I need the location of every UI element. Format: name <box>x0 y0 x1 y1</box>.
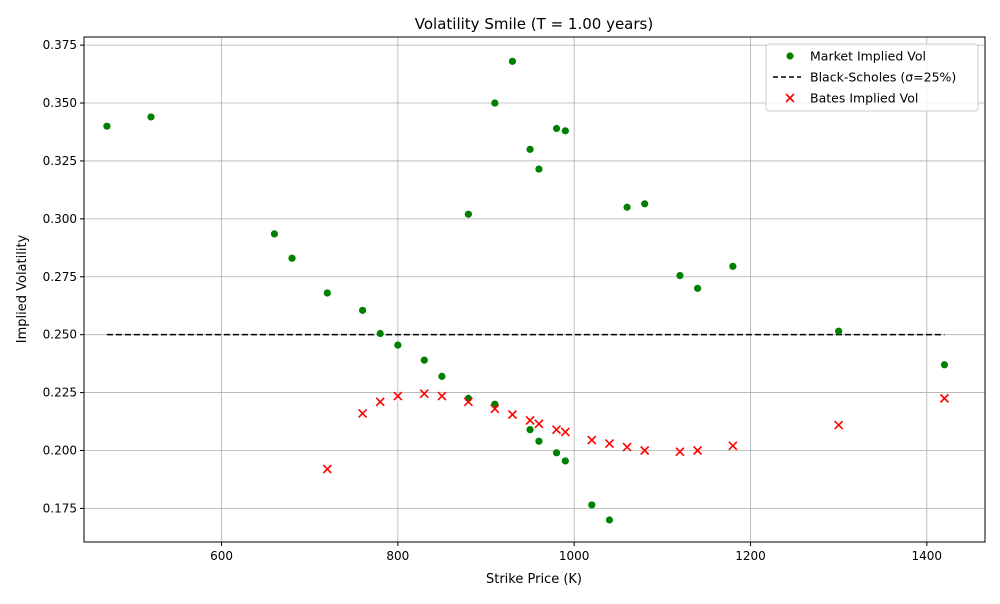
market-vol-point <box>464 210 472 218</box>
bates-vol-point <box>693 445 703 456</box>
bates-vol-point <box>358 408 368 418</box>
market-vol-point <box>526 145 534 153</box>
market-vol-point <box>491 99 499 107</box>
y-tick-label: 0.200 <box>43 443 77 457</box>
market-vol-point <box>376 329 384 338</box>
market-vol-point <box>561 457 569 465</box>
bates-vol-point <box>560 427 570 437</box>
bates-vol-point <box>675 447 685 457</box>
market-vol-point <box>623 203 631 211</box>
market-vol-point <box>605 516 614 524</box>
bates-vol-point <box>393 391 403 401</box>
market-vol-point <box>552 124 561 133</box>
bates-vol-point <box>728 441 738 451</box>
bates-vol-point <box>375 397 385 407</box>
market-vol-point <box>323 289 331 297</box>
market-vol-point <box>288 254 296 262</box>
market-vol-point <box>438 372 446 380</box>
market-vol-point <box>588 501 596 509</box>
market-vol-point <box>535 165 543 173</box>
x-tick-label: 1000 <box>559 549 590 563</box>
bates-vol-point <box>534 419 544 429</box>
y-tick-label: 0.300 <box>43 212 77 226</box>
x-tick-label: 600 <box>210 549 233 563</box>
chart-title: Volatility Smile (T = 1.00 years) <box>415 15 653 33</box>
bates-vol-point <box>834 420 844 430</box>
legend-label-market: Market Implied Vol <box>810 49 926 64</box>
y-tick-label: 0.225 <box>43 386 77 400</box>
bates-vol-point <box>587 435 597 445</box>
bates-vol-point <box>322 464 332 474</box>
ticks: 600 800 1000 1200 1400 0.175 0.200 0.225 0.250 0.… <box>43 38 942 563</box>
market-vol-point <box>147 113 155 121</box>
market-vol-point <box>641 200 649 208</box>
y-tick-label: 0.175 <box>43 501 77 515</box>
legend-label-bates: Bates Implied Vol <box>810 91 918 106</box>
y-tick-label: 0.275 <box>43 270 77 284</box>
bates-vol-point <box>604 438 615 449</box>
y-tick-label: 0.250 <box>43 328 77 342</box>
market-vol-point <box>420 356 428 364</box>
plot-frame <box>83 36 986 543</box>
market-vol-point <box>693 284 702 292</box>
x-tick-label: 1400 <box>912 549 943 563</box>
x-axis-label: Strike Price (K) <box>486 572 582 587</box>
bates-vol-point <box>551 425 562 435</box>
x-tick-label: 800 <box>386 549 409 563</box>
bates-vol-point <box>939 393 950 403</box>
y-tick-label: 0.375 <box>43 38 77 52</box>
y-tick-label: 0.350 <box>43 96 77 110</box>
legend-label-black-scholes: Black-Scholes (σ=25%) <box>810 70 956 85</box>
market-vol-point <box>394 341 402 349</box>
bates-vol-point <box>507 410 518 420</box>
y-axis-label: Implied Volatility <box>15 234 30 343</box>
market-vol-point <box>535 437 543 445</box>
market-vol-point <box>103 122 111 130</box>
bates-vol-point <box>463 397 473 407</box>
series-layer <box>103 57 950 524</box>
market-vol-point <box>508 57 517 65</box>
bates-vol-point <box>525 415 535 425</box>
legend-marker-market <box>786 52 794 60</box>
market-vol-point <box>676 272 684 280</box>
market-vol-point <box>526 426 534 434</box>
legend-box <box>765 43 979 112</box>
bates-vol-point <box>419 389 429 399</box>
x-tick-label: 1200 <box>735 549 766 563</box>
bates-vol-point <box>622 442 632 452</box>
market-vol-point <box>358 306 367 314</box>
market-vol-point <box>940 361 949 369</box>
market-vol-point <box>552 449 561 457</box>
bates-vol-point <box>437 391 447 401</box>
market-vol-point <box>561 127 569 135</box>
market-vol-point <box>270 230 279 238</box>
bates-vol-point <box>490 404 500 414</box>
bates-vol-point <box>640 445 650 456</box>
legend: Market Implied Vol Black-Scholes (σ=25%)… <box>765 43 979 112</box>
legend-marker-bates <box>785 93 795 103</box>
market-vol-point <box>729 262 737 270</box>
y-tick-label: 0.325 <box>43 154 77 168</box>
market-vol-point <box>835 327 843 335</box>
